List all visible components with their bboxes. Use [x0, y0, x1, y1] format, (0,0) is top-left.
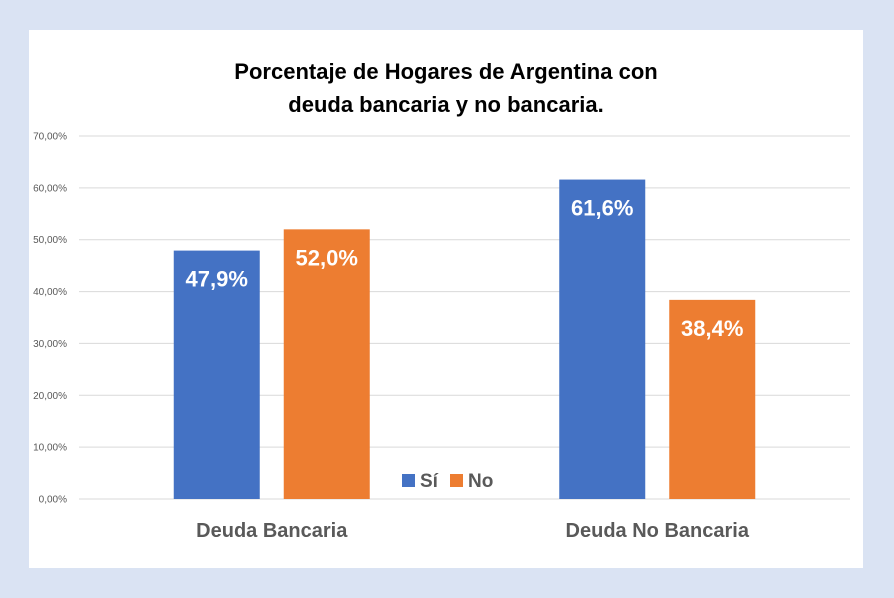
y-tick-label: 60,00% — [33, 183, 67, 194]
y-tick-label: 70,00% — [33, 132, 67, 143]
bar-si — [559, 179, 646, 499]
bar-si — [173, 250, 260, 499]
data-label: 52,0% — [296, 245, 358, 270]
data-label: 47,9% — [186, 267, 248, 292]
y-tick-label: 20,00% — [33, 391, 67, 402]
legend-label: Sí — [420, 471, 439, 492]
y-tick-label: 40,00% — [33, 287, 67, 298]
y-tick-label: 10,00% — [33, 443, 67, 454]
chart-title-line-1: Porcentaje de Hogares de Argentina con — [234, 59, 657, 84]
y-tick-label: 30,00% — [33, 339, 67, 350]
bar-no — [669, 299, 756, 499]
x-category-label: Deuda No Bancaria — [566, 520, 750, 542]
y-tick-label: 50,00% — [33, 235, 67, 246]
data-label: 61,6% — [571, 196, 633, 221]
legend-swatch — [450, 474, 463, 487]
data-label: 38,4% — [681, 316, 743, 341]
chart-card: Porcentaje de Hogares de Argentina con d… — [29, 30, 863, 568]
legend-label: No — [468, 471, 493, 492]
chart-title-line-2: deuda bancaria y no bancaria. — [288, 92, 603, 117]
x-category-label: Deuda Bancaria — [196, 520, 348, 542]
legend-swatch — [402, 474, 415, 487]
y-tick-label: 0,00% — [39, 495, 67, 506]
bar-chart: Porcentaje de Hogares de Argentina con d… — [33, 59, 850, 542]
bar-no — [283, 229, 370, 500]
